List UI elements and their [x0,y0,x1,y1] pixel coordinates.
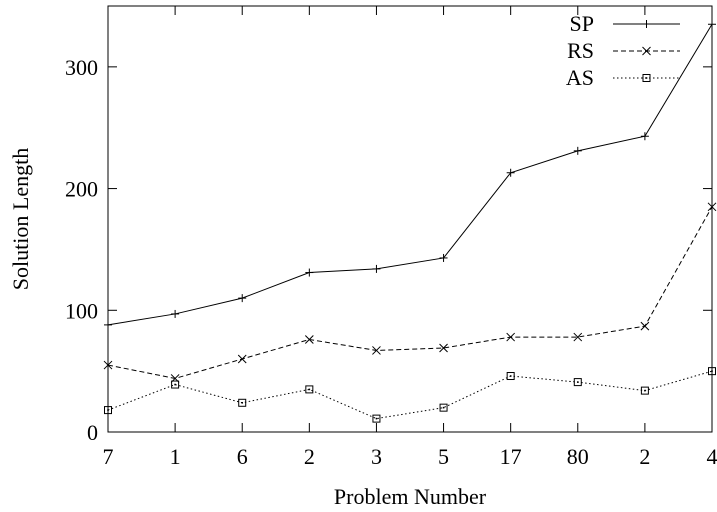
data-point [640,386,649,395]
data-point [708,367,716,376]
data-point [238,294,247,303]
data-point [372,264,381,273]
series-line [107,206,713,379]
series-as [104,367,716,423]
legend-marker [642,20,651,28]
data-point [103,360,113,370]
legend-item: RS [567,38,680,63]
data-point [171,380,180,389]
x-tick-label: 5 [438,444,449,469]
data-point [573,146,582,155]
x-tick-label: 2 [304,444,315,469]
legend-item: SP [570,11,680,36]
x-tick-label: 80 [567,444,589,469]
data-point [372,414,381,423]
legend-label: RS [567,38,594,63]
data-point [439,343,448,353]
x-tick-label: 1 [170,444,181,469]
data-point [707,202,717,212]
data-point [372,346,381,355]
series-layer [103,20,717,423]
legend-label: SP [570,11,594,36]
data-point [573,332,583,342]
y-tick-label: 200 [65,177,98,202]
legend-item: AS [566,65,680,90]
data-point [304,335,314,344]
series-rs [103,202,717,383]
x-tick-label: 6 [237,444,248,469]
data-point [506,168,515,177]
legend-marker [642,74,651,82]
data-point [238,398,247,407]
x-tick-label: 4 [707,444,717,469]
x-axis: 7 1 6 2 3 5 17 80 2 4 [103,6,717,469]
y-tick-label: 0 [87,420,98,445]
data-point [640,321,650,331]
data-point [708,20,716,29]
legend-label: AS [566,65,594,90]
x-tick-label: 17 [500,444,522,469]
y-axis: 0 100 200 300 [65,55,712,445]
data-point [104,406,112,415]
data-point [573,378,582,387]
y-axis-label: Solution Length [8,148,33,290]
y-tick-label: 100 [65,298,98,323]
data-point [171,309,180,318]
x-tick-label: 7 [103,444,114,469]
data-point [506,372,515,381]
series-sp [104,20,716,329]
data-point [305,385,314,394]
data-point [506,332,516,342]
plot-frame [107,5,713,433]
data-point [439,403,448,412]
series-line [107,24,713,326]
data-point [305,268,314,277]
legend-marker [642,46,651,56]
data-point [640,132,649,141]
data-point [237,354,247,364]
series-line [107,370,713,420]
x-tick-label: 2 [639,444,650,469]
data-point [439,253,448,262]
y-tick-label: 300 [65,55,98,80]
data-point [104,320,112,329]
x-tick-label: 3 [371,444,382,469]
x-axis-label: Problem Number [334,484,487,509]
